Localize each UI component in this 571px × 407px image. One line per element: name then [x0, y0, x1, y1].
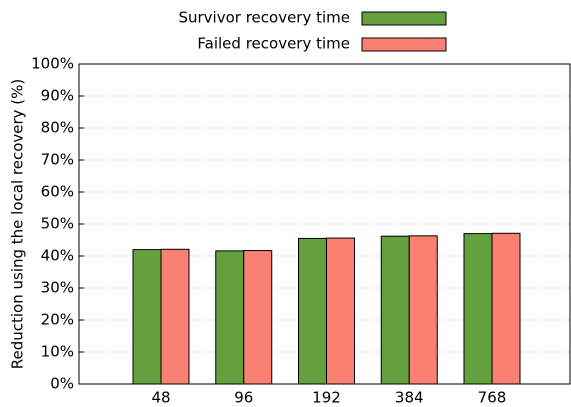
- y-tick-label: 20%: [41, 311, 74, 329]
- y-tick-label: 40%: [41, 247, 74, 265]
- y-axis-label: Reduction using the local recovery (%): [9, 79, 27, 370]
- y-tick-label: 90%: [41, 87, 74, 105]
- y-tick-label: 10%: [41, 343, 74, 361]
- y-tick-label: 0%: [50, 375, 74, 393]
- legend-swatch: [361, 11, 447, 26]
- bar: [160, 248, 190, 385]
- y-tick-label: 50%: [41, 215, 74, 233]
- y-tick-label: 30%: [41, 279, 74, 297]
- y-tick-label: 100%: [31, 55, 74, 73]
- bar: [132, 249, 162, 385]
- bar: [298, 237, 327, 385]
- bar: [380, 235, 410, 385]
- x-tick-label: 96: [234, 389, 253, 407]
- bar: [491, 232, 521, 385]
- x-tick-label: 48: [151, 389, 170, 407]
- y-tick-label: 60%: [41, 183, 74, 201]
- legend-label: Survivor recovery time: [178, 9, 350, 27]
- bar: [243, 250, 273, 385]
- bar: [326, 237, 355, 385]
- x-tick-label: 384: [395, 389, 424, 407]
- legend-swatch: [361, 37, 447, 52]
- x-tick-label: 192: [312, 389, 341, 407]
- y-tick-label: 70%: [41, 151, 74, 169]
- y-tick-label: 80%: [41, 119, 74, 137]
- x-tick-label: 768: [478, 389, 507, 407]
- legend-label: Failed recovery time: [197, 35, 350, 53]
- bar: [215, 250, 245, 385]
- bar: [463, 233, 493, 385]
- bar: [408, 235, 438, 385]
